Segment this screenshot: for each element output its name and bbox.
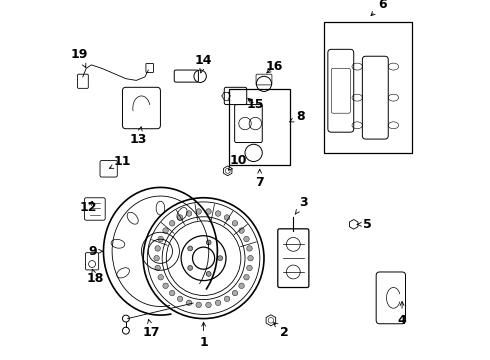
Circle shape (224, 215, 230, 220)
Circle shape (177, 215, 183, 220)
Circle shape (206, 240, 211, 245)
Text: 5: 5 (357, 218, 372, 231)
Text: 2: 2 (274, 323, 289, 339)
Circle shape (215, 300, 221, 306)
Circle shape (170, 290, 175, 296)
Circle shape (244, 275, 249, 280)
Text: 4: 4 (398, 302, 406, 327)
Circle shape (232, 221, 238, 226)
Text: 16: 16 (266, 60, 283, 73)
Circle shape (215, 211, 221, 216)
Circle shape (218, 256, 222, 261)
Text: 8: 8 (290, 110, 305, 123)
Circle shape (186, 300, 192, 306)
Circle shape (206, 271, 211, 276)
Circle shape (196, 302, 201, 308)
Text: 9: 9 (89, 245, 103, 258)
Text: 12: 12 (79, 201, 97, 213)
Circle shape (206, 302, 211, 308)
Text: 19: 19 (71, 48, 88, 67)
Circle shape (232, 290, 238, 296)
Circle shape (239, 228, 245, 233)
Circle shape (158, 275, 164, 280)
Circle shape (155, 246, 160, 251)
Text: 10: 10 (228, 154, 247, 170)
Text: 3: 3 (295, 197, 308, 215)
Circle shape (188, 246, 193, 251)
Circle shape (248, 255, 253, 261)
Circle shape (186, 211, 192, 216)
Circle shape (177, 296, 183, 302)
Circle shape (196, 209, 201, 214)
Text: 7: 7 (255, 169, 264, 189)
Circle shape (239, 283, 245, 288)
Text: 11: 11 (109, 156, 131, 168)
Text: 1: 1 (199, 322, 208, 349)
Text: 13: 13 (129, 127, 147, 146)
Circle shape (163, 283, 169, 288)
Circle shape (158, 236, 164, 242)
Bar (324, 22, 413, 153)
Circle shape (188, 265, 193, 270)
Text: 17: 17 (143, 319, 161, 339)
Text: 15: 15 (246, 98, 264, 111)
Text: 18: 18 (87, 269, 104, 285)
Text: 14: 14 (195, 54, 212, 73)
Circle shape (154, 255, 159, 261)
Circle shape (224, 296, 230, 302)
Circle shape (170, 221, 175, 226)
Circle shape (155, 265, 160, 271)
Circle shape (247, 265, 252, 271)
Circle shape (244, 236, 249, 242)
Circle shape (247, 246, 252, 251)
Text: 6: 6 (371, 0, 387, 15)
Bar (229, 89, 290, 165)
Circle shape (206, 209, 211, 214)
Circle shape (163, 228, 169, 233)
